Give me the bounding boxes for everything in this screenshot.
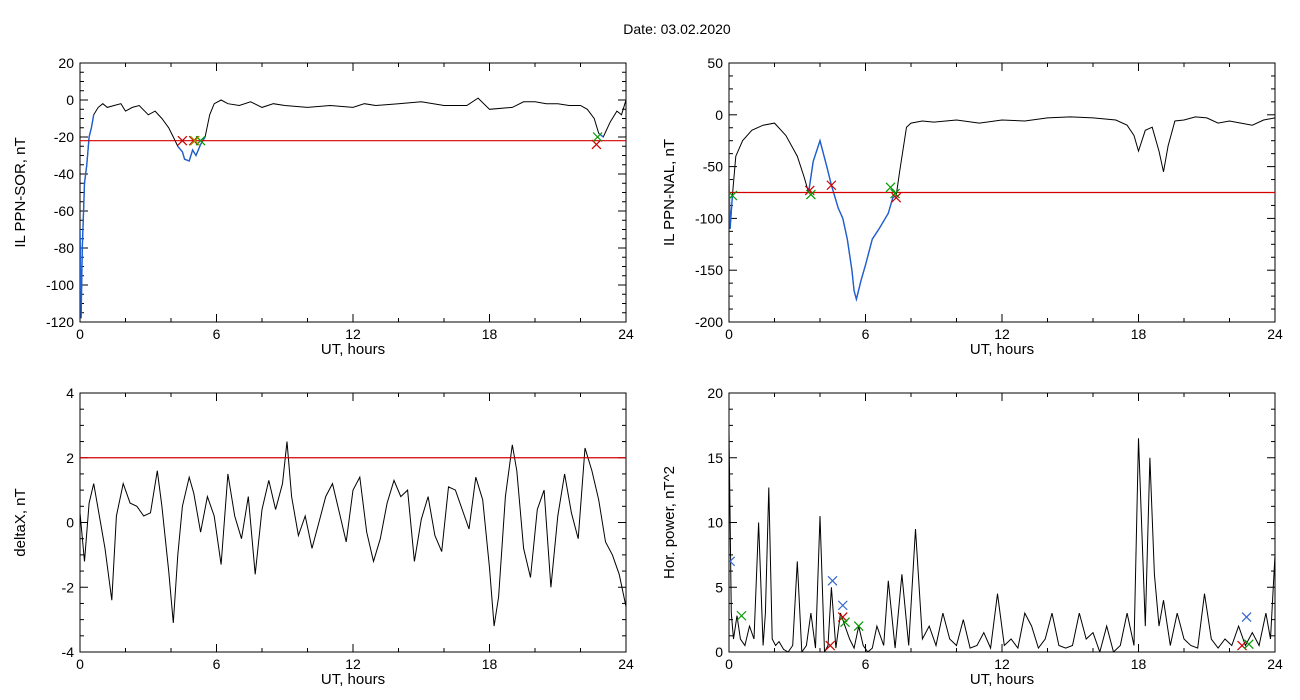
y-tick-label: -4 [62,644,75,660]
event-marker [729,556,736,567]
y-tick-label: -100 [46,277,74,293]
event-marker [592,132,603,142]
y-tick-label: -2 [62,579,75,595]
plot-frame [79,392,627,653]
x-axis-title: UT, hours [321,341,385,358]
x-tick-label: 18 [482,656,498,672]
x-tick-label: 0 [725,326,733,342]
y-tick-label: 0 [715,644,723,660]
x-tick-label: 6 [862,326,870,342]
event-marker [840,617,850,628]
y-tick-label: -80 [54,240,74,256]
event-marker [885,182,896,193]
y-tick-label: -120 [46,314,74,330]
event-marker [853,621,864,632]
series-line-1 [80,97,626,319]
plot-panel-2: 0 6 12 18 24 50 0 -50 -100 -150 -200 UT, hours IL PP… [661,55,1283,358]
plot-panel-3: 0 6 12 18 24 4 2 0 -2 -4 UT, hours deltaX, nT [12,385,634,688]
x-tick-label: 24 [1267,656,1283,672]
x-tick-label: 24 [618,656,634,672]
y-tick-label: 20 [58,55,74,71]
y-tick-label: 0 [715,107,723,123]
event-marker [177,135,188,146]
plot-panel-4: 0 6 12 18 24 20 15 10 5 0 UT, hours Hor. power, nT^… [661,385,1283,688]
x-tick-label: 12 [994,326,1010,342]
x-tick-label: 24 [618,326,634,342]
y-axis-title: deltaX, nT [12,488,29,556]
y-tick-label: 5 [715,579,723,595]
plot-frame [79,62,627,323]
plot-area [80,441,626,627]
x-tick-label: 6 [213,656,221,672]
date-title: Date: 03.02.2020 [623,21,731,37]
event-marker [1241,612,1252,622]
event-marker [736,610,747,621]
highlight-segment [729,176,734,229]
y-tick-label: 2 [66,450,74,466]
x-tick-label: 12 [345,326,361,342]
x-tick-label: 0 [76,656,84,672]
plot-panel-1: 0 6 12 18 24 20 0 -20 -40 -60 -80 -100 -120 UT, hours… [12,55,634,358]
x-tick-label: 6 [213,326,221,342]
series-line-1 [729,431,1275,652]
event-marker [827,575,838,586]
y-tick-label: 4 [66,385,74,401]
event-marker [189,135,200,146]
x-tick-label: 6 [862,656,870,672]
x-tick-label: 18 [1131,326,1147,342]
x-tick-label: 24 [1267,326,1283,342]
y-tick-label: 50 [707,55,723,71]
x-axis-title: UT, hours [970,671,1034,688]
event-marker [825,640,836,651]
event-marker [837,600,848,611]
y-tick-label: 0 [66,92,74,108]
y-tick-label: -200 [695,314,723,330]
x-tick-label: 18 [482,326,498,342]
y-tick-label: -100 [695,210,723,226]
event-marker [805,189,816,200]
y-axis-title: Hor. power, nT^2 [661,466,678,579]
x-tick-label: 0 [725,656,733,672]
highlight-segment [807,138,897,302]
event-marker [729,190,738,201]
x-axis-title: UT, hours [321,671,385,688]
x-tick-label: 12 [345,656,361,672]
y-axis-title: IL PPN-NAL, nT [661,139,678,246]
series-line-1 [80,441,626,627]
y-tick-label: 0 [66,515,74,531]
y-axis-title: IL PPN-SOR, nT [12,137,29,247]
plot-area [80,97,626,319]
y-tick-label: 15 [707,450,723,466]
event-marker [837,612,848,622]
plot-area [729,116,1275,302]
y-tick-label: -20 [54,129,74,145]
event-marker [1243,639,1254,650]
event-marker [826,180,837,191]
highlight-segment [598,132,604,138]
highlight-segment [80,114,95,319]
plot-area [729,431,1275,652]
event-marker [891,192,902,203]
series-line-1 [729,116,1275,302]
y-tick-label: -150 [695,262,723,278]
highlight-segment [177,136,206,162]
y-tick-label: 10 [707,515,723,531]
y-tick-label: 20 [707,385,723,401]
y-tick-label: -50 [703,159,723,175]
y-tick-label: -60 [54,203,74,219]
x-tick-label: 18 [1131,656,1147,672]
x-tick-label: 0 [76,326,84,342]
x-axis-title: UT, hours [970,341,1034,358]
x-tick-label: 12 [994,656,1010,672]
y-tick-label: -40 [54,166,74,182]
